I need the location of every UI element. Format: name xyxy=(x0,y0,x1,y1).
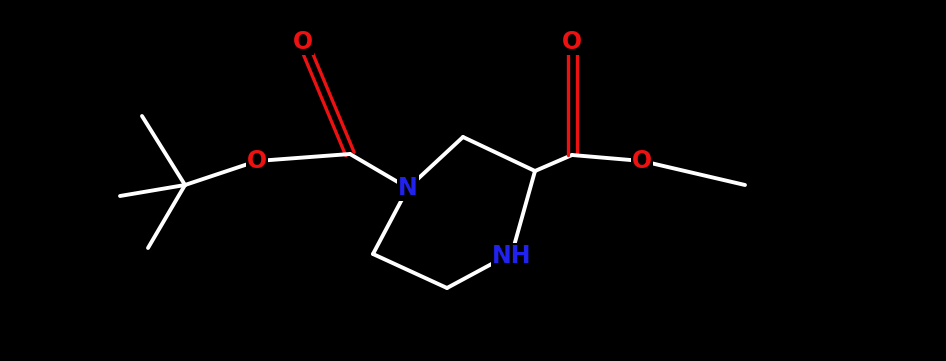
Text: O: O xyxy=(247,149,267,173)
Text: N: N xyxy=(398,176,418,200)
Text: NH: NH xyxy=(492,244,532,268)
Text: O: O xyxy=(293,30,313,54)
Text: O: O xyxy=(632,149,652,173)
Text: O: O xyxy=(562,30,582,54)
